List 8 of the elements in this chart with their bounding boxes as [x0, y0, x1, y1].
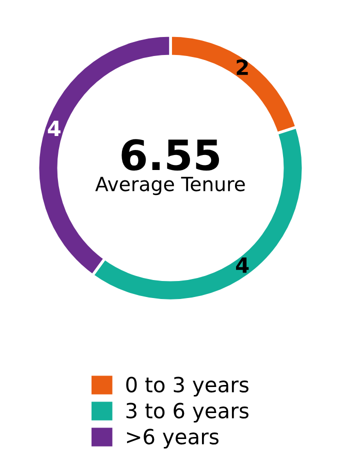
legend-label: >6 years [127, 428, 219, 449]
text: 6.55 [122, 139, 219, 171]
legend-label: 0 to 3 years [126, 376, 248, 397]
data-label: 2 [236, 59, 248, 75]
data-label: 4 [48, 120, 60, 136]
text: Average Tenure [95, 176, 245, 196]
legend-label: 3 to 6 years [126, 402, 248, 423]
data-label: 4 [236, 258, 249, 273]
